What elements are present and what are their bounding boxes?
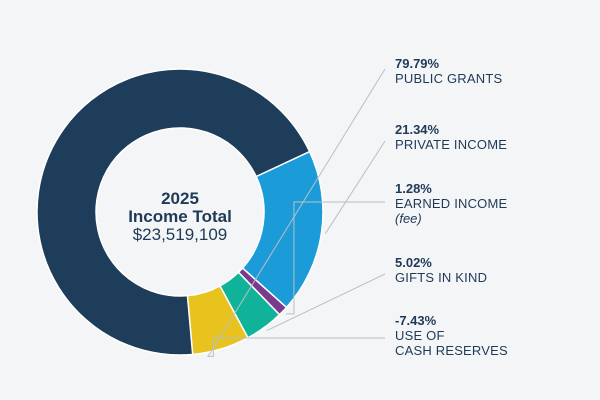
slice-percent: -7.43% (395, 313, 437, 328)
slice-percent: 5.02% (395, 255, 432, 270)
slice-note: (fee) (395, 211, 422, 226)
center-year: 2025 (161, 189, 199, 208)
slice-label: EARNED INCOME (395, 196, 508, 211)
slice-label: CASH RESERVES (395, 343, 508, 358)
leader-line (207, 337, 385, 357)
leader-lines (207, 68, 386, 357)
center-label: 2025 Income Total $23,519,109 (128, 189, 232, 244)
leader-line (266, 273, 386, 332)
leader-line (324, 140, 386, 234)
leader-line (207, 68, 386, 357)
slice-label: PRIVATE INCOME (395, 137, 507, 152)
slice-label: USE OF (395, 328, 445, 343)
slice-labels: 79.79%PUBLIC GRANTS 21.34%PRIVATE INCOME 1… (395, 56, 508, 358)
center-amount: $23,519,109 (133, 225, 228, 244)
slice-percent: 79.79% (395, 56, 440, 71)
slice-label: PUBLIC GRANTS (395, 71, 502, 86)
leader-line (285, 201, 385, 315)
slice-public-grants (36, 68, 311, 356)
center-title: Income Total (128, 207, 232, 226)
slice-label: GIFTS IN KIND (395, 270, 487, 285)
slice-percent: 21.34% (395, 122, 440, 137)
slice-percent: 1.28% (395, 181, 432, 196)
